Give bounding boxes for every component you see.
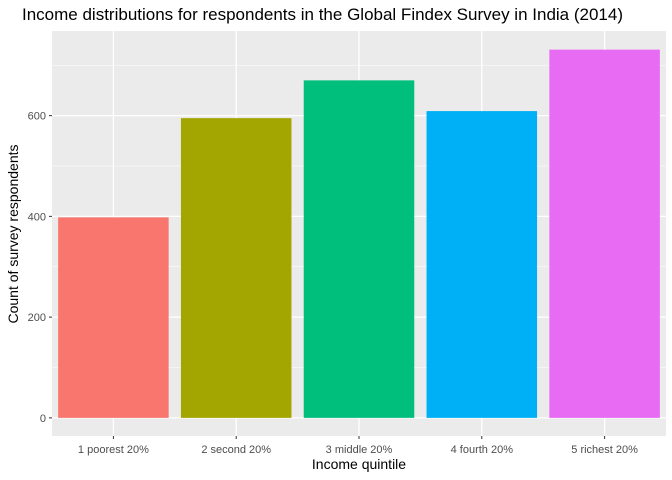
bar-4 — [426, 111, 538, 418]
x-axis: 1 poorest 20% 2 second 20% 3 middle 20% 4 f… — [78, 436, 638, 456]
y-axis-title: Count of survey respondents — [5, 145, 21, 324]
bars — [58, 49, 660, 418]
x-tick-label: 1 poorest 20% — [78, 444, 149, 456]
x-axis-title: Income quintile — [312, 456, 406, 472]
bar-5 — [549, 49, 660, 418]
y-tick-label: 0 — [40, 413, 46, 425]
x-tick-label: 5 richest 20% — [571, 444, 638, 456]
x-tick-label: 3 middle 20% — [326, 444, 393, 456]
y-axis: 0 200 400 600 — [28, 111, 52, 425]
y-tick-label: 600 — [28, 111, 46, 123]
x-tick-label: 4 fourth 20% — [451, 444, 514, 456]
chart-title: Income distributions for respondents in … — [22, 5, 623, 24]
y-tick-label: 400 — [28, 211, 46, 223]
bar-1 — [58, 217, 169, 418]
bar-2 — [180, 118, 292, 418]
x-tick-label: 2 second 20% — [201, 444, 271, 456]
bar-3 — [303, 80, 415, 418]
y-tick-label: 200 — [28, 312, 46, 324]
